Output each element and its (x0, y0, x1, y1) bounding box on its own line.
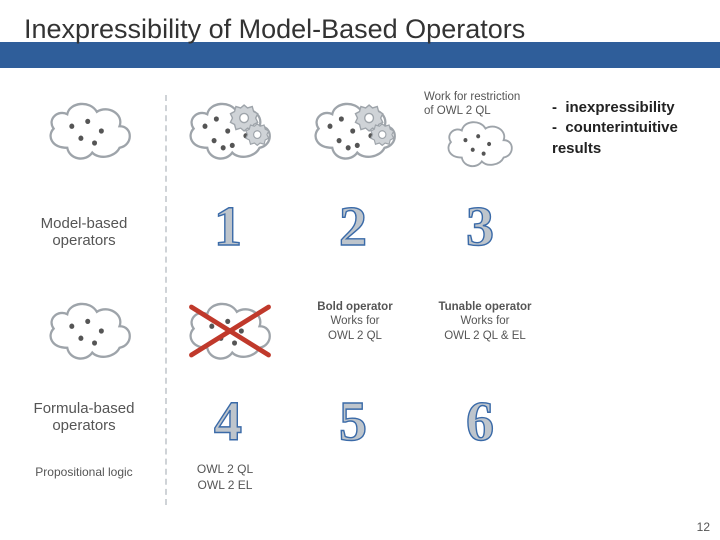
right-bullet-row-2: - counterintuitive results (552, 118, 712, 159)
caption-c3-mid-s2: OWL 2 QL & EL (444, 330, 526, 342)
row-label-model: Model-based operators (14, 215, 154, 249)
row-label-formula: Formula-based operators (14, 400, 154, 434)
caption-c2-mid: Bold operator Works for OWL 2 QL (300, 300, 410, 343)
right-bullet-row-1: - inexpressibility (552, 98, 712, 118)
right-bullet-1: inexpressibility (565, 99, 674, 116)
number-4: 4 (198, 390, 258, 454)
title-band (0, 42, 720, 68)
col-logic-label: OWL 2 QL OWL 2 EL (180, 462, 270, 493)
col-logic-line1: OWL 2 QL (197, 462, 253, 476)
caption-c3-top-l1: Work for restriction (424, 91, 520, 103)
slide-title: Inexpressibility of Model-Based Operator… (24, 14, 525, 45)
number-1: 1 (198, 195, 258, 259)
caption-c2-mid-s2: OWL 2 QL (328, 330, 382, 342)
cloud-icon (40, 95, 140, 167)
number-2: 2 (323, 195, 383, 259)
cloud-gears-icon (180, 95, 280, 167)
number-6: 6 (450, 390, 510, 454)
number-3: 3 (450, 195, 510, 259)
row-label-logic: Propositional logic (14, 465, 154, 479)
page-number: 12 (697, 520, 710, 534)
number-5: 5 (323, 390, 383, 454)
right-bullet-2: counterintuitive results (552, 119, 678, 156)
vertical-separator (165, 95, 167, 505)
caption-c2-mid-s1: Works for (331, 315, 380, 327)
cloud-gears-icon (305, 95, 405, 167)
cloud-icon (40, 295, 140, 367)
caption-c3-mid: Tunable operator Works for OWL 2 QL & EL (425, 300, 545, 343)
col-logic-line2: OWL 2 EL (198, 478, 253, 492)
cloud-icon (440, 115, 520, 173)
caption-c3-mid-s1: Works for (461, 315, 510, 327)
caption-c2-mid-bold: Bold operator (317, 301, 392, 313)
cloud-crossed-icon (180, 295, 280, 367)
right-bullets: - inexpressibility - counterintuitive re… (552, 98, 712, 159)
caption-c3-mid-bold: Tunable operator (438, 301, 531, 313)
